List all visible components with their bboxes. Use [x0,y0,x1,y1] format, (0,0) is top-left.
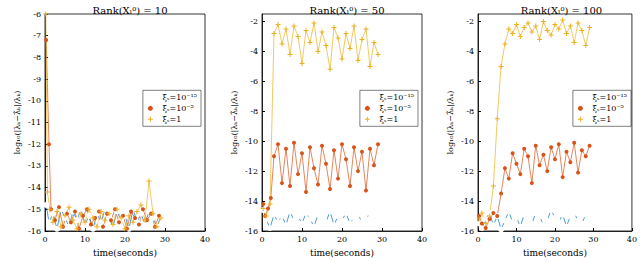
svg-text:-10: -10 [245,137,258,146]
svg-text:ξₛ=10⁻¹⁵: ξₛ=10⁻¹⁵ [592,93,627,102]
svg-text:-13: -13 [28,161,41,170]
svg-text:ξₛ=10⁻⁵: ξₛ=10⁻⁵ [162,104,193,113]
svg-text:10: 10 [297,235,307,244]
svg-text:ξₛ=10⁻¹⁵: ξₛ=10⁻¹⁵ [379,93,414,102]
svg-text:-12: -12 [28,140,41,149]
svg-text:-8: -8 [33,53,41,62]
svg-text:40: 40 [417,235,427,244]
svg-text:ξₛ=10⁻⁵: ξₛ=10⁻⁵ [592,104,623,113]
svg-text:0: 0 [475,235,480,244]
svg-text:-16: -16 [28,227,41,236]
svg-text:-4: -4 [466,47,474,56]
svg-text:-9: -9 [33,75,41,84]
svg-text:-6: -6 [466,77,474,86]
svg-text:-11: -11 [28,118,41,127]
svg-text:ξₛ=1: ξₛ=1 [162,115,181,124]
svg-text:log₁₀(|λₖ−λ̃ₖ|/λₖ): log₁₀(|λₖ−λ̃ₖ|/λₖ) [446,91,455,155]
svg-text:ξₛ=1: ξₛ=1 [592,115,611,124]
svg-text:10: 10 [80,235,90,244]
svg-text:time(seconds): time(seconds) [310,248,374,258]
svg-text:Rank(Xₗ⁰) = 50: Rank(Xₗ⁰) = 50 [309,5,384,16]
svg-text:-16: -16 [245,227,258,236]
svg-text:-4: -4 [250,47,258,56]
svg-text:log₁₀(|λₖ−λ̃ₖ|/λₖ): log₁₀(|λₖ−λ̃ₖ|/λₖ) [230,91,239,155]
svg-text:40: 40 [627,235,637,244]
svg-text:-15: -15 [28,205,41,214]
svg-text:-14: -14 [28,183,41,192]
svg-text:-6: -6 [250,77,258,86]
svg-text:30: 30 [160,235,170,244]
svg-text:-14: -14 [245,197,258,206]
svg-text:-2: -2 [466,17,474,26]
svg-text:-8: -8 [250,107,258,116]
svg-text:20: 20 [337,235,347,244]
svg-text:-10: -10 [461,137,474,146]
svg-text:-6: -6 [33,10,41,19]
svg-text:ξₛ=10⁻¹⁵: ξₛ=10⁻¹⁵ [162,93,197,102]
svg-text:Rank(Xₗ⁰) = 100: Rank(Xₗ⁰) = 100 [521,5,602,16]
svg-text:20: 20 [120,235,130,244]
svg-text:30: 30 [377,235,387,244]
svg-text:log₁₀(|λₖ−λ̃ₖ|/λₖ): log₁₀(|λₖ−λ̃ₖ|/λₖ) [13,91,22,155]
svg-text:0: 0 [259,235,264,244]
svg-text:-12: -12 [461,167,474,176]
svg-text:30: 30 [588,235,598,244]
svg-text:-2: -2 [250,17,258,26]
svg-text:-12: -12 [245,167,258,176]
svg-text:-16: -16 [461,227,474,236]
svg-text:ξₛ=1: ξₛ=1 [379,115,398,124]
svg-text:time(seconds): time(seconds) [523,248,587,258]
svg-text:0: 0 [42,235,47,244]
svg-text:-14: -14 [461,197,474,206]
svg-text:-7: -7 [33,31,41,40]
svg-text:ξₛ=10⁻⁵: ξₛ=10⁻⁵ [379,104,410,113]
svg-text:Rank(Xₗ⁰) = 10: Rank(Xₗ⁰) = 10 [92,5,167,16]
svg-text:-10: -10 [28,96,41,105]
svg-text:time(seconds): time(seconds) [93,248,157,258]
svg-text:-8: -8 [466,107,474,116]
svg-text:20: 20 [550,235,560,244]
svg-text:40: 40 [200,235,210,244]
svg-text:10: 10 [511,235,521,244]
